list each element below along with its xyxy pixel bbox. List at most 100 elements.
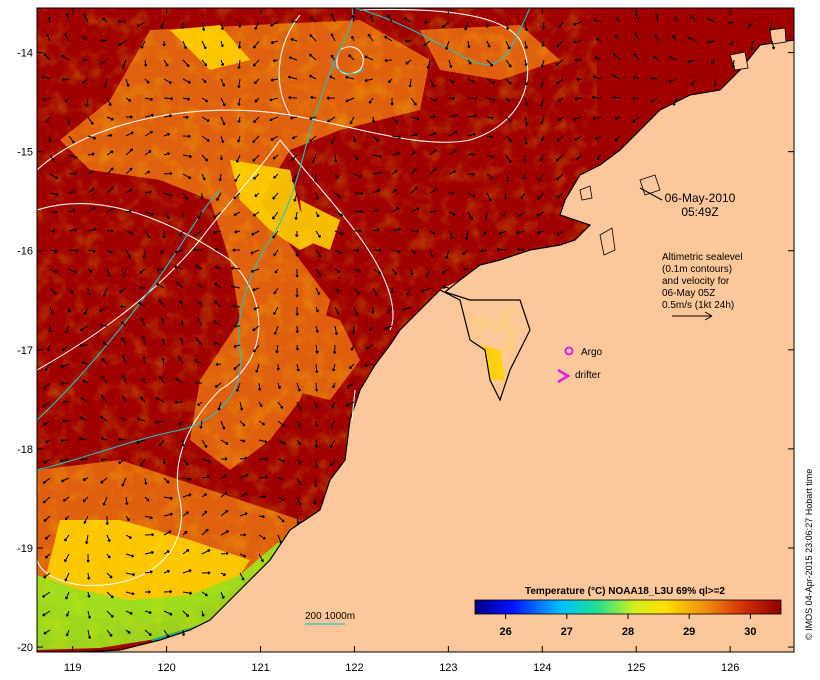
velocity-arrow [213, 211, 222, 218]
velocity-arrow [87, 610, 92, 619]
velocity-arrow [372, 171, 382, 175]
velocity-arrow [448, 149, 457, 156]
colorbar-tick-label: 28 [622, 626, 634, 638]
velocity-arrow [410, 133, 419, 137]
velocity-arrow [64, 515, 70, 521]
velocity-arrow [85, 534, 89, 545]
velocity-arrow [49, 154, 55, 163]
velocity-arrow [182, 173, 192, 179]
velocity-arrow [65, 325, 70, 334]
velocity-arrow [370, 15, 374, 23]
velocity-arrow [156, 283, 165, 289]
credit-text: © IMOS 04-Apr-2015 23:06:27 Hobart time [804, 469, 814, 640]
velocity-arrow [372, 189, 381, 194]
velocity-arrow [140, 317, 146, 327]
velocity-arrow [163, 152, 171, 156]
velocity-arrow [311, 154, 317, 164]
velocity-arrow [259, 457, 269, 461]
velocity-arrow [365, 344, 374, 350]
velocity-arrow [182, 115, 189, 119]
velocity-arrow [45, 439, 51, 444]
velocity-arrow [159, 439, 165, 447]
velocity-arrow [467, 97, 477, 101]
velocity-arrow [252, 287, 260, 292]
velocity-arrow [384, 58, 393, 63]
velocity-arrow [79, 416, 89, 422]
velocity-arrow [220, 116, 226, 126]
velocity-arrow [201, 21, 206, 32]
velocity-arrow [334, 287, 340, 293]
velocity-arrow [49, 192, 59, 197]
velocity-arrow [125, 78, 130, 87]
velocity-arrow [49, 287, 57, 295]
velocity-arrow [252, 154, 260, 162]
islands [579, 27, 787, 256]
velocity-arrow [201, 610, 205, 617]
velocity-arrow [106, 167, 114, 175]
velocity-arrow [467, 114, 478, 118]
bathy-label: 200 1000m [305, 611, 355, 622]
velocity-arrow [163, 589, 173, 594]
velocity-arrow [237, 135, 241, 143]
velocity-arrow [277, 458, 286, 463]
velocity-arrow [233, 344, 241, 348]
velocity-arrow [441, 268, 450, 274]
velocity-arrow [574, 97, 583, 101]
velocity-arrow [182, 40, 187, 50]
velocity-arrow [710, 59, 716, 65]
velocity-arrow [163, 550, 170, 555]
velocity-arrow [462, 249, 469, 255]
velocity-arrow [214, 247, 222, 252]
velocity-arrow [330, 13, 336, 23]
velocity-arrow [505, 97, 511, 102]
colorbar-tick-label: 29 [683, 626, 695, 638]
velocity-arrow [136, 417, 146, 422]
velocity-arrow [768, 21, 773, 32]
velocity-arrow [295, 230, 299, 238]
velocity-arrow [83, 13, 89, 23]
velocity-arrow [287, 75, 298, 80]
velocity-arrow [346, 382, 355, 388]
velocity-arrow [353, 306, 358, 316]
velocity-arrow [177, 356, 184, 365]
velocity-arrow [61, 77, 70, 82]
velocity-arrow [349, 116, 355, 125]
velocity-arrow [668, 78, 678, 84]
velocity-arrow [250, 249, 260, 255]
velocity-arrow [181, 211, 185, 219]
velocity-arrow [175, 377, 184, 384]
altimetry-note: Altimetric sealevel (0.1m contours) and … [662, 252, 743, 321]
velocity-arrow [448, 211, 456, 216]
velocity-arrow [372, 248, 382, 253]
velocity-arrow [182, 549, 190, 555]
velocity-arrow [372, 208, 379, 213]
velocity-arrow [272, 211, 279, 220]
velocity-arrow [87, 170, 94, 175]
velocity-arrow [118, 437, 127, 442]
velocity-arrow [195, 337, 203, 346]
velocity-arrow [484, 211, 488, 220]
velocity-arrow [68, 135, 75, 144]
velocity-arrow [136, 439, 146, 444]
velocity-arrow [351, 35, 355, 42]
velocity-arrow [269, 97, 279, 102]
velocity-arrow [410, 116, 420, 121]
velocity-arrow [100, 415, 108, 422]
lon-tick-label: 120 [157, 662, 175, 674]
velocity-arrow [410, 186, 419, 194]
velocity-arrow [182, 477, 193, 482]
lon-tick-label: 121 [251, 662, 269, 674]
velocity-arrow [296, 496, 302, 506]
velocity-arrow [239, 572, 245, 581]
velocity-arrow [258, 553, 264, 563]
velocity-arrow [505, 40, 511, 50]
velocity-arrow [121, 59, 127, 69]
velocity-arrow [750, 40, 754, 50]
velocity-arrow [334, 268, 341, 274]
velocity-arrow [540, 97, 545, 107]
velocity-arrow [296, 458, 302, 465]
velocity-arrow [349, 363, 355, 370]
velocity-arrow [486, 154, 495, 159]
velocity-arrow [353, 229, 362, 233]
velocity-arrow [121, 337, 127, 346]
